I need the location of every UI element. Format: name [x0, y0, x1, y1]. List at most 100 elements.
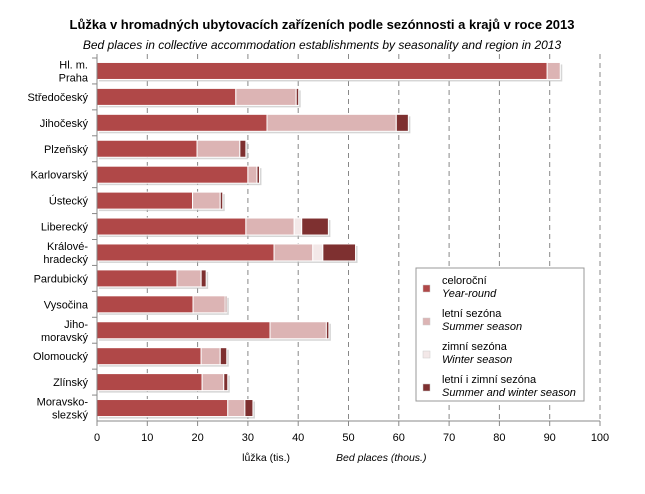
- bar-segment: [266, 113, 397, 132]
- y-tick-label: Olomoucký: [33, 351, 89, 363]
- bar-segment: [239, 139, 247, 158]
- bar-segment: [96, 191, 194, 210]
- y-tick-label: Zlínský: [53, 377, 88, 389]
- x-tick-label: 90: [544, 432, 556, 444]
- bar-segment: [546, 61, 561, 80]
- bar-group: [96, 373, 230, 393]
- legend-swatch: [422, 317, 431, 326]
- bar-group: [96, 61, 563, 82]
- y-tick-label: Karlovarský: [31, 170, 89, 182]
- legend-swatch: [422, 284, 431, 293]
- bar-group: [96, 295, 229, 315]
- bar-segment: [96, 113, 268, 132]
- y-tick-label: Jiho-moravský: [41, 319, 89, 344]
- x-tick-label: 40: [292, 432, 304, 444]
- bar-segment: [269, 321, 327, 340]
- bar-segment: [96, 373, 203, 392]
- y-tick-label: Moravsko-slezský: [37, 397, 89, 422]
- bar-group: [96, 87, 301, 108]
- x-axis-label-en: Bed places (thous.): [336, 452, 426, 464]
- bar-group: [96, 217, 331, 238]
- bar-segment: [200, 269, 207, 288]
- bar-segment: [301, 217, 329, 236]
- bar-segment: [235, 87, 297, 106]
- bar-segment: [96, 217, 247, 236]
- x-tick-label: 20: [191, 432, 203, 444]
- bar-segment: [273, 243, 314, 262]
- bar-group: [96, 191, 225, 212]
- y-tick-label: Hl. m. Praha: [59, 59, 89, 84]
- bar-segment: [96, 399, 229, 418]
- bar-segment: [312, 243, 324, 262]
- bar-group: [96, 269, 209, 289]
- bar-segment: [219, 347, 228, 366]
- bar-group: [96, 113, 411, 134]
- bar-group: [96, 243, 358, 263]
- bar-segment: [223, 373, 229, 392]
- y-tick-label: Králové-hradecký: [43, 241, 88, 266]
- bar-segment: [200, 347, 221, 366]
- bar-segment: [322, 243, 357, 262]
- y-tick-label: Středočeský: [27, 92, 88, 104]
- bar-segment: [96, 295, 194, 314]
- bar-segment: [325, 321, 330, 340]
- legend-box: [415, 267, 585, 402]
- bar-segment: [295, 87, 300, 106]
- bar-segment: [247, 165, 258, 184]
- bar-segment: [96, 269, 178, 288]
- bar-segment: [96, 139, 198, 158]
- x-tick-label: 80: [493, 432, 505, 444]
- legend-swatch: [422, 350, 431, 359]
- legend-label: letní sezóna: [442, 308, 502, 320]
- bar-segment: [96, 165, 249, 184]
- legend-label-en: Year-round: [442, 288, 497, 300]
- bar-segment: [227, 399, 246, 418]
- bar-segment: [196, 139, 241, 158]
- y-tick-label: Vysočina: [44, 299, 89, 311]
- bar-segment: [224, 295, 228, 314]
- legend-label: celoroční: [442, 275, 487, 287]
- bar-segment: [192, 191, 221, 210]
- x-tick-label: 0: [94, 432, 100, 444]
- y-tick-label: Plzeňský: [44, 144, 89, 156]
- bar-segment: [96, 347, 202, 366]
- bar-segment: [293, 217, 303, 236]
- bar-group: [96, 321, 331, 341]
- x-tick-label: 30: [242, 432, 254, 444]
- bar-group: [96, 165, 262, 186]
- bar-group: [96, 139, 248, 160]
- bar-segment: [245, 217, 295, 236]
- x-axis-label: lůžka (tis.): [242, 452, 290, 464]
- gridlines: [146, 54, 601, 421]
- bar-segment: [192, 295, 226, 314]
- bar-segment: [219, 191, 224, 210]
- y-tick-label: Jihočeský: [40, 118, 89, 130]
- legend-label-en: Winter season: [442, 354, 512, 366]
- chart-subtitle: Bed places in collective accommodation e…: [83, 38, 562, 52]
- bar-segment: [96, 61, 548, 80]
- x-tick-label: 100: [591, 432, 609, 444]
- bar-segment: [176, 269, 202, 288]
- x-tick-label: 70: [443, 432, 455, 444]
- legend-label: zimní sezóna: [442, 341, 508, 353]
- chart-title: Lůžka v hromadných ubytovacích zařízeníc…: [70, 17, 575, 32]
- legend-swatch: [422, 383, 431, 392]
- y-tick-label: Ústecký: [49, 195, 89, 208]
- x-tick-label: 60: [393, 432, 405, 444]
- bar-segment: [96, 87, 237, 106]
- bar-group: [96, 347, 229, 367]
- legend-label-en: Summer and winter season: [442, 387, 576, 399]
- bar-segment: [244, 399, 254, 418]
- bar-segment: [96, 243, 275, 262]
- legend-label: letní i zimní sezóna: [442, 374, 537, 386]
- bar-segment: [395, 113, 409, 132]
- legend-label-en: Summer season: [442, 321, 522, 333]
- bars: [96, 61, 563, 419]
- bar-group: [96, 399, 255, 419]
- x-tick-label: 10: [141, 432, 153, 444]
- bar-segment: [201, 373, 225, 392]
- y-tick-label: Liberecký: [41, 222, 89, 234]
- bar-segment: [96, 321, 271, 340]
